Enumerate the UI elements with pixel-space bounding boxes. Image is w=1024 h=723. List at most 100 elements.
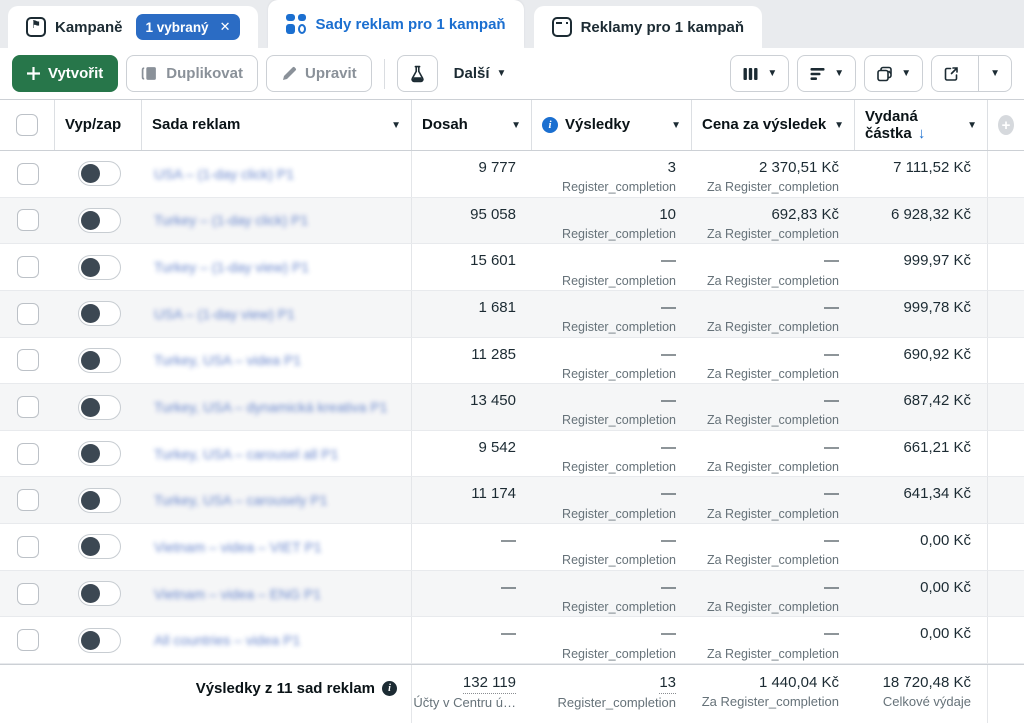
adset-name-link[interactable]: Vietnam – videa – VIET P1 [154, 538, 322, 555]
footer-reach-value[interactable]: 132 119 [462, 673, 516, 695]
row-reach-cell: 11 285 [412, 338, 532, 384]
row-checkbox[interactable] [16, 162, 39, 185]
more-button[interactable]: Další ▼ [446, 65, 515, 82]
row-cost-cell: — Za Register_completion [692, 244, 855, 290]
adset-name-link[interactable]: USA – (1-day view) P1 [154, 305, 295, 322]
cost-type-label: Za Register_completion [706, 413, 839, 428]
row-reach-cell: 13 450 [412, 384, 532, 430]
adset-name-link[interactable]: Turkey – (1-day view) P1 [154, 259, 310, 276]
row-spent-cell: 0,00 Kč [855, 524, 988, 570]
cost-type-label: Za Register_completion [706, 180, 839, 195]
ads-window-icon [551, 17, 572, 37]
spent-value: 999,78 Kč [903, 298, 971, 316]
row-results-cell: — Register_completion [532, 338, 692, 384]
adset-toggle-off[interactable] [78, 534, 121, 560]
header-results[interactable]: i Výsledky ▼ [532, 100, 692, 150]
footer-results: 13 Register_completion [532, 665, 692, 723]
duplicate-button[interactable]: Duplikovat [126, 55, 258, 92]
tab-campaigns[interactable]: Kampaně 1 vybraný ✕ [8, 6, 259, 48]
export-menu-button[interactable]: ▼ [978, 56, 1011, 91]
breakdown-button[interactable]: ▼ [797, 55, 857, 92]
row-select-cell [0, 338, 55, 384]
adset-toggle-off[interactable] [78, 254, 121, 280]
adset-name-link[interactable]: All countries – videa P1 [154, 632, 301, 649]
chevron-down-icon[interactable]: ▼ [834, 119, 844, 131]
footer-spent-label: Celkové výdaje [882, 694, 971, 710]
footer-spent: 18 720,48 Kč Celkové výdaje [855, 665, 988, 723]
columns-button[interactable]: ▼ [730, 55, 790, 92]
spent-value: 6 928,32 Kč [890, 205, 971, 223]
adset-toggle-off[interactable] [78, 347, 121, 373]
row-checkbox[interactable] [16, 349, 39, 372]
header-toggle: Vyp/zap [55, 100, 142, 150]
footer-results-value[interactable]: 13 [659, 673, 676, 695]
footer-results-label: Register_completion [557, 695, 676, 711]
header-adset-name[interactable]: Sada reklam ▼ [142, 100, 412, 150]
adset-name-link[interactable]: USA – (1-day click) P1 [154, 165, 295, 182]
cost-value: — [824, 345, 839, 363]
selected-count-badge: 1 vybraný ✕ [135, 14, 241, 40]
tab-ads[interactable]: Reklamy pro 1 kampaň [533, 6, 762, 48]
create-button-label: Vytvořit [48, 65, 104, 82]
adset-name-link[interactable]: Turkey, USA – carousel all P1 [154, 445, 339, 462]
cost-type-label: Za Register_completion [706, 320, 839, 335]
adset-name-link[interactable]: Turkey, USA – videa P1 [154, 352, 302, 369]
row-select-cell [0, 198, 55, 244]
row-reach-cell: 9 777 [412, 151, 532, 197]
tab-adsets[interactable]: Sady reklam pro 1 kampaň [268, 0, 524, 48]
header-reach[interactable]: Dosah ▼ [412, 100, 532, 150]
row-checkbox[interactable] [16, 396, 39, 419]
cost-value: — [824, 578, 839, 596]
reports-button[interactable]: ▼ [864, 55, 924, 92]
adsets-grid-icon [286, 14, 307, 34]
row-checkbox[interactable] [16, 582, 39, 605]
adset-name-link[interactable]: Turkey, USA – carousely P1 [154, 492, 328, 509]
row-checkbox[interactable] [16, 256, 39, 279]
adset-toggle-off[interactable] [78, 394, 121, 420]
adset-toggle-off[interactable] [78, 581, 121, 607]
row-checkbox[interactable] [16, 535, 39, 558]
adset-toggle-off[interactable] [78, 301, 121, 327]
ab-test-button[interactable] [396, 55, 438, 92]
row-checkbox[interactable] [16, 489, 39, 512]
clear-selection-icon[interactable]: ✕ [219, 19, 231, 34]
adset-toggle-off[interactable] [78, 441, 121, 467]
cost-value: — [824, 392, 839, 410]
export-button[interactable] [932, 56, 970, 91]
row-cost-cell: — Za Register_completion [692, 291, 855, 337]
adset-toggle-off[interactable] [78, 161, 121, 187]
row-checkbox[interactable] [16, 442, 39, 465]
adset-name-link[interactable]: Turkey, USA – dynamická kreativa P1 [154, 399, 388, 416]
edit-button[interactable]: Upravit [265, 55, 372, 92]
adset-toggle-off[interactable] [78, 487, 121, 513]
row-checkbox[interactable] [16, 629, 39, 652]
chevron-down-icon[interactable]: ▼ [967, 119, 977, 131]
row-name-cell: Turkey, USA – carousely P1 [142, 477, 412, 524]
row-checkbox[interactable] [16, 209, 39, 232]
row-toggle-cell [55, 198, 142, 244]
header-cost-per-result[interactable]: Cena za výsledek ▼ [692, 100, 855, 150]
add-column-icon[interactable]: + [998, 115, 1014, 135]
header-cost-per-result-label: Cena za výsledek [702, 116, 827, 134]
row-spacer [988, 431, 1024, 477]
header-amount-spent[interactable]: Vydaná částka ↓ ▼ [855, 100, 988, 150]
row-spacer [988, 244, 1024, 290]
adset-name-link[interactable]: Vietnam – videa – ENG P1 [154, 585, 322, 602]
chevron-down-icon[interactable]: ▼ [671, 119, 681, 131]
adset-name-link[interactable]: Turkey – (1-day click) P1 [154, 212, 309, 229]
adset-toggle-off[interactable] [78, 207, 121, 233]
info-icon[interactable]: i [382, 680, 397, 696]
results-type-label: Register_completion [562, 226, 676, 241]
adset-toggle-off[interactable] [78, 627, 121, 653]
chevron-down-icon[interactable]: ▼ [511, 119, 521, 131]
row-checkbox[interactable] [16, 302, 39, 325]
row-toggle-cell [55, 617, 142, 663]
info-icon[interactable]: i [542, 117, 558, 133]
row-name-cell: Turkey, USA – dynamická kreativa P1 [142, 384, 412, 430]
chevron-down-icon[interactable]: ▼ [391, 119, 401, 131]
row-cost-cell: — Za Register_completion [692, 431, 855, 477]
row-results-cell: — Register_completion [532, 384, 692, 430]
spent-value: 0,00 Kč [920, 625, 971, 643]
create-button[interactable]: Vytvořit [12, 55, 119, 92]
select-all-checkbox[interactable] [16, 114, 38, 136]
